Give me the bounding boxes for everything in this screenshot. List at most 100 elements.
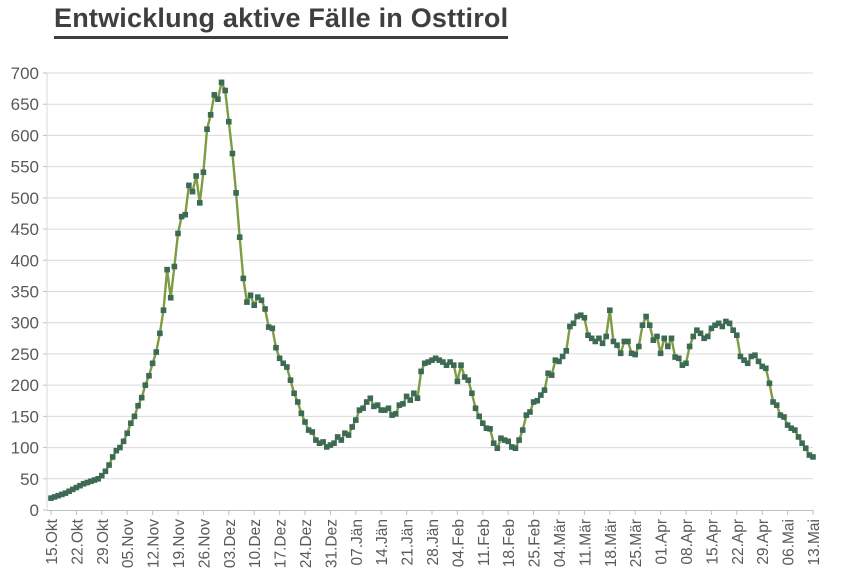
data-point-marker: [476, 413, 482, 420]
data-point-marker: [469, 390, 475, 397]
data-point-marker: [327, 442, 334, 448]
data-point-marker: [483, 425, 490, 432]
data-point-marker: [69, 486, 76, 493]
data-point-marker: [737, 353, 744, 360]
data-point-marker: [748, 353, 755, 360]
data-point-marker: [323, 444, 330, 450]
data-point-marker: [487, 426, 493, 432]
data-point-marker: [320, 439, 326, 445]
data-point-marker: [356, 407, 363, 413]
data-point-marker: [770, 399, 776, 405]
data-point-marker: [233, 190, 239, 196]
data-point-marker: [374, 402, 381, 408]
data-point-marker: [418, 368, 424, 375]
data-point-marker: [331, 440, 337, 446]
data-point-marker: [443, 362, 450, 368]
data-point-marker: [556, 358, 562, 365]
x-tick-label: 11.Feb: [476, 519, 493, 566]
data-point-marker: [334, 434, 341, 440]
data-point-marker: [371, 403, 377, 410]
data-point-marker: [291, 390, 297, 397]
data-point-marker: [788, 425, 795, 432]
data-point-marker: [117, 444, 123, 451]
y-tick-label: 200: [11, 376, 39, 395]
x-tick-label: 11.Mär: [577, 519, 594, 566]
data-point-marker: [465, 377, 472, 383]
data-point-marker: [697, 330, 704, 337]
data-point-marker: [777, 412, 784, 418]
data-point-marker: [614, 342, 620, 348]
data-point-marker: [353, 417, 359, 423]
data-point-marker: [675, 355, 682, 362]
y-tick-label: 700: [11, 64, 39, 83]
data-point-marker: [403, 393, 410, 400]
data-point-marker: [668, 335, 675, 342]
data-point-marker: [284, 364, 290, 370]
data-point-marker: [498, 435, 504, 442]
data-point-marker: [784, 422, 791, 428]
data-point-marker: [392, 411, 399, 417]
data-point-marker: [124, 430, 130, 437]
data-point-marker: [636, 343, 642, 350]
data-point-marker: [781, 414, 787, 420]
data-point-marker: [563, 348, 570, 354]
x-tick-label: 04.Mär: [552, 519, 569, 567]
data-point-marker: [574, 313, 580, 320]
data-point-marker: [672, 354, 678, 360]
data-point-marker: [407, 397, 414, 403]
data-point-marker: [222, 87, 228, 94]
data-point-marker: [599, 340, 606, 347]
data-point-marker: [523, 412, 530, 418]
x-tick-label: 28.Jän: [425, 519, 442, 566]
data-point-marker: [755, 358, 762, 365]
data-point-marker: [752, 352, 758, 358]
data-point-marker: [211, 92, 218, 98]
x-tick-label: 01.Apr: [654, 519, 671, 565]
y-tick-label: 600: [11, 126, 39, 145]
chart-title: Entwicklung aktive Fälle in Osttirol: [54, 3, 509, 39]
y-tick-label: 150: [11, 407, 39, 426]
data-point-marker: [592, 338, 599, 345]
data-point-marker: [454, 378, 461, 385]
data-point-marker: [741, 357, 747, 363]
data-point-marker: [654, 333, 660, 340]
data-point-marker: [99, 472, 105, 479]
data-point-marker: [385, 405, 392, 412]
x-tick-label: 10.Dez: [247, 519, 264, 568]
data-point-marker: [719, 323, 726, 330]
data-point-marker: [175, 230, 181, 237]
data-point-marker: [186, 182, 192, 189]
data-point-marker: [345, 432, 352, 438]
data-point-marker: [683, 360, 689, 367]
data-point-marker: [512, 445, 519, 451]
data-point-marker: [490, 440, 497, 446]
data-point-marker: [313, 437, 319, 443]
data-point-marker: [400, 401, 406, 407]
data-point-marker: [458, 362, 464, 368]
data-point-marker: [367, 395, 374, 402]
data-point-marker: [726, 320, 733, 327]
data-point-marker: [302, 419, 308, 425]
data-point-marker: [236, 234, 243, 240]
x-tick-label: 12.Nov: [146, 519, 163, 568]
data-point-marker: [686, 343, 693, 350]
x-tick-label: 22.Apr: [730, 519, 747, 565]
data-point-marker: [559, 353, 566, 360]
data-point-marker: [527, 409, 533, 415]
data-point-marker: [806, 452, 813, 458]
x-axis-ticks: [50, 510, 814, 515]
data-point-marker: [280, 360, 287, 367]
data-point-marker: [505, 438, 511, 445]
x-tick-label: 14.Jän: [374, 519, 391, 566]
data-point-marker: [342, 430, 348, 437]
y-tick-label: 400: [11, 251, 39, 270]
data-point-marker: [795, 434, 802, 440]
data-point-marker: [411, 390, 417, 397]
data-point-marker: [440, 359, 446, 365]
data-point-marker: [349, 424, 355, 430]
data-point-marker: [715, 320, 722, 327]
data-point-marker: [182, 211, 189, 218]
data-point-marker: [244, 299, 250, 305]
data-point-marker: [157, 330, 163, 337]
